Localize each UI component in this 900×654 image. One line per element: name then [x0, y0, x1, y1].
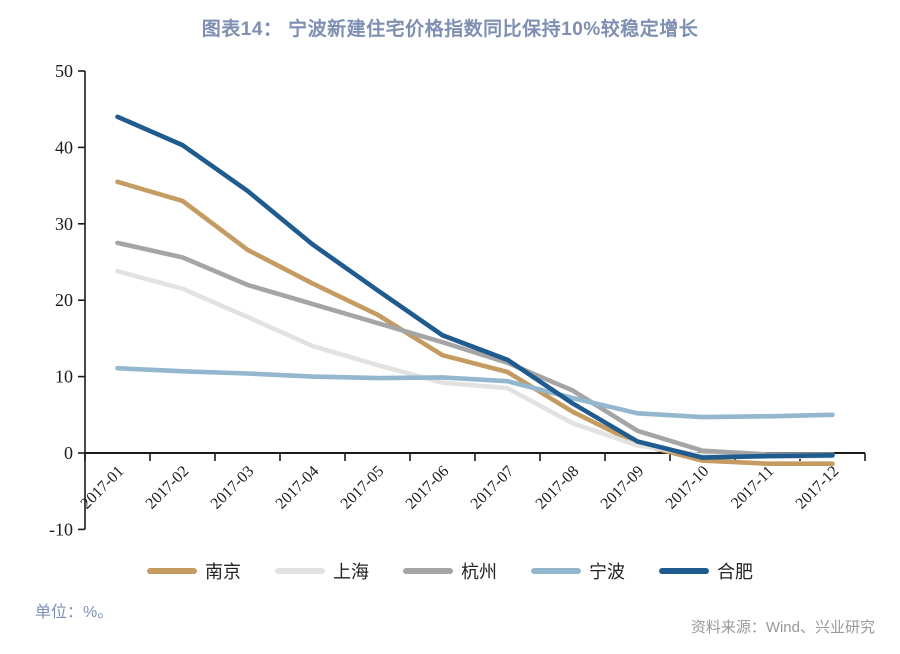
chart-legend: 南京 上海 杭州 宁波 合肥	[0, 558, 900, 584]
x-axis-tick-label: 2017-03	[208, 463, 258, 513]
legend-swatch-ningbo	[531, 568, 581, 574]
y-axis-tick-label: 10	[55, 367, 73, 387]
legend-label-shanghai: 上海	[333, 562, 369, 582]
x-axis-tick-label: 2017-10	[663, 463, 713, 513]
legend-label-ningbo: 宁波	[589, 562, 625, 582]
y-axis-tick-label: 20	[55, 290, 73, 310]
legend-swatch-nanjing	[147, 568, 197, 574]
legend-item-hefei: 合肥	[659, 558, 753, 584]
source-note: 资料来源：Wind、兴业研究	[690, 619, 875, 636]
series-line-ningbo	[115, 365, 835, 420]
x-axis-tick-label: 2017-04	[273, 463, 323, 513]
series-line-nanjing	[115, 179, 835, 467]
x-axis-tick-label: 2017-09	[598, 463, 648, 513]
x-axis-tick-label: 2017-11	[728, 463, 777, 512]
y-axis-tick-label: -10	[49, 519, 73, 539]
y-axis-tick-label: 40	[55, 137, 73, 157]
legend-swatch-hefei	[659, 568, 709, 574]
legend-label-nanjing: 南京	[205, 562, 241, 582]
y-axis-tick-label: 0	[64, 443, 73, 463]
x-axis-tick-label: 2017-02	[143, 463, 193, 513]
x-axis-tick-label: 2017-07	[468, 463, 518, 513]
x-axis-tick-label: 2017-06	[403, 463, 453, 513]
legend-label-hefei: 合肥	[717, 562, 753, 582]
legend-item-hangzhou: 杭州	[403, 558, 497, 584]
legend-swatch-hangzhou	[403, 568, 453, 574]
legend-item-shanghai: 上海	[275, 558, 369, 584]
legend-item-nanjing: 南京	[147, 558, 241, 584]
series-line-hangzhou	[115, 240, 835, 457]
x-axis-tick-label: 2017-08	[533, 463, 583, 513]
y-axis-tick-label: 50	[55, 61, 73, 81]
x-axis-tick-label: 2017-05	[338, 463, 388, 513]
legend-label-hangzhou: 杭州	[461, 562, 497, 582]
series-line-hefei	[115, 114, 835, 460]
y-axis-tick-label: 30	[55, 214, 73, 234]
chart-title: 图表14： 宁波新建住宅价格指数同比保持10%较稳定增长	[201, 19, 699, 40]
x-axis-tick-label: 2017-12	[793, 463, 843, 513]
legend-swatch-shanghai	[275, 568, 325, 574]
legend-item-ningbo: 宁波	[531, 558, 625, 584]
unit-note: 单位：%。	[35, 604, 114, 621]
